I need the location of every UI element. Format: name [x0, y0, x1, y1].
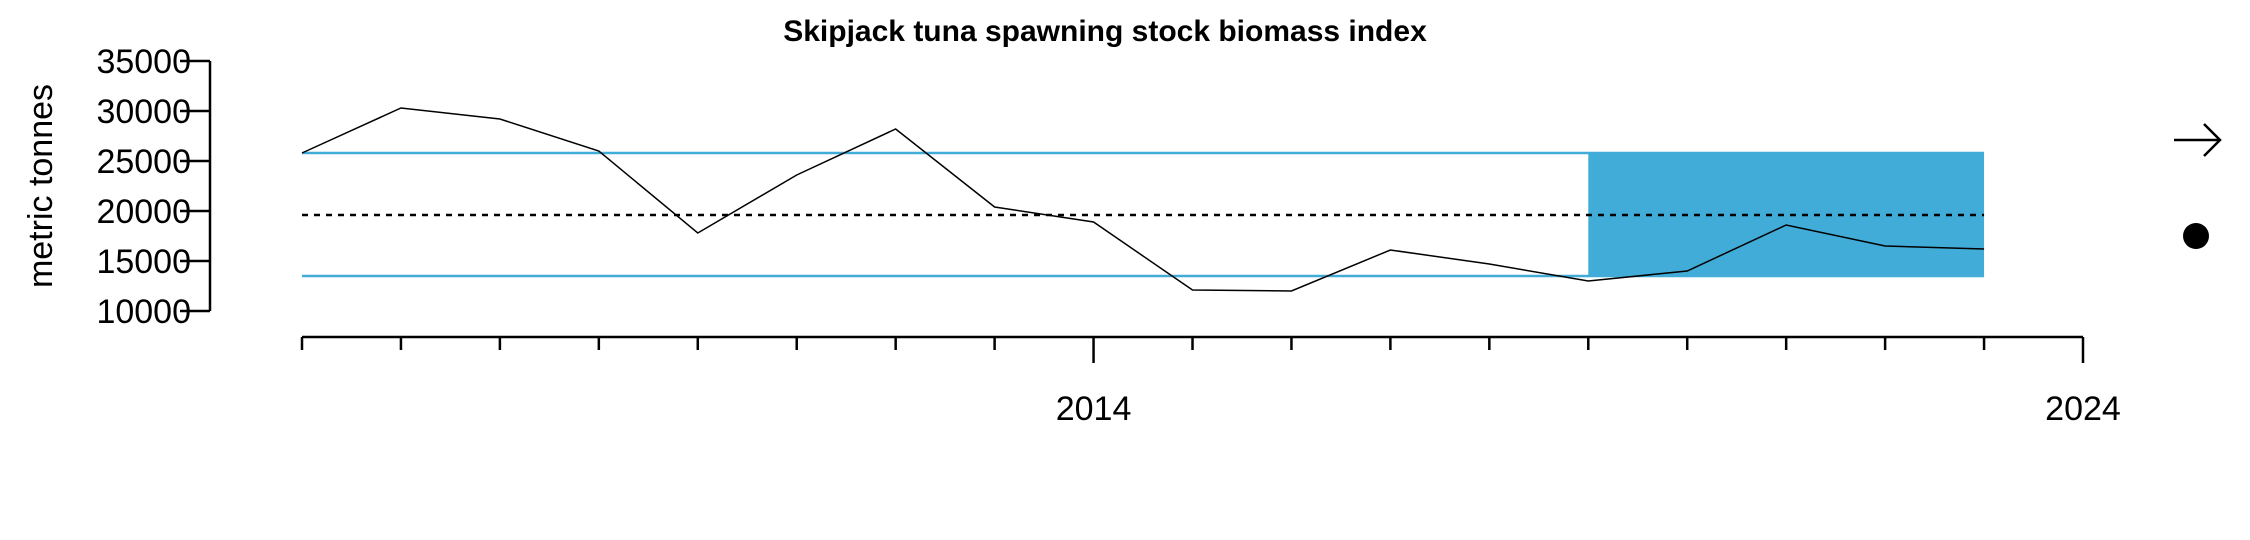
x-tick-label: 2014: [1056, 390, 1132, 428]
y-tick-label: 30000: [96, 93, 191, 131]
y-tick-label: 10000: [96, 293, 191, 331]
series-line: [301, 107, 1985, 292]
x-axis: 2014 2024: [300, 335, 2121, 428]
highlight-layer: [1588, 153, 1985, 276]
series-layer: [301, 107, 1985, 292]
y-tick-label: 25000: [96, 143, 191, 181]
y-axis-title: metric tonnes: [22, 84, 60, 288]
y-tick-label: 35000: [96, 43, 191, 81]
filled-circle-icon: [2183, 223, 2209, 249]
x-tick-label: 2024: [2045, 390, 2121, 428]
y-tick-label: 20000: [96, 193, 191, 231]
chart-title: Skipjack tuna spawning stock biomass ind…: [783, 15, 1427, 48]
arrow-right-icon: [2174, 123, 2222, 157]
highlight-period-box: [1588, 153, 1985, 276]
indicator-layer: [2174, 123, 2222, 249]
y-axis: 10000 15000 20000 25000 30000 35000: [96, 43, 212, 331]
y-tick-label: 15000: [96, 243, 191, 281]
reference-lines: [302, 151, 1985, 278]
